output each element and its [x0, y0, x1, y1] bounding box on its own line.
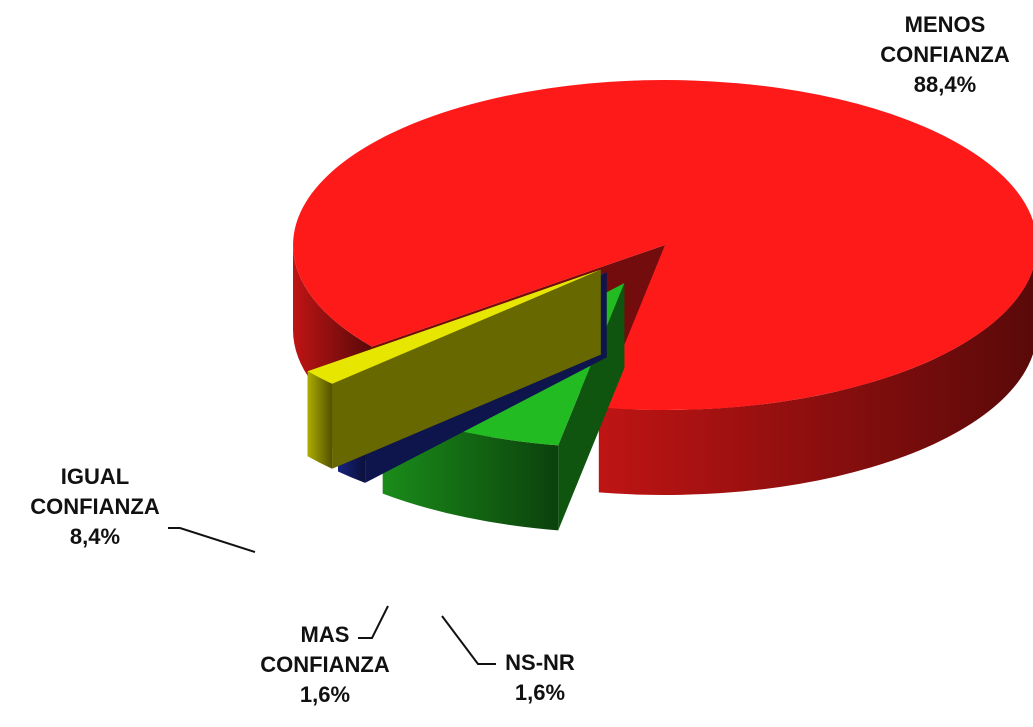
slices: [293, 80, 1033, 531]
leader-line: [358, 605, 389, 639]
slice-label: MAS CONFIANZA 1,6%: [235, 620, 415, 710]
value-label: 88,4%: [913, 72, 977, 97]
slice: [307, 269, 601, 384]
slice-label: IGUAL CONFIANZA 8,4%: [5, 462, 185, 552]
slice-label: MENOS CONFIANZA 88,4%: [855, 10, 1033, 100]
category-label: MENOS CONFIANZA: [880, 12, 1010, 67]
slice-side: [598, 268, 1033, 496]
leader-lines: [168, 527, 496, 665]
leader-line: [168, 527, 256, 553]
category-label: NS-NR: [505, 650, 575, 675]
slice: [293, 80, 1033, 411]
leader-line: [441, 615, 496, 665]
slice-label: NS-NR 1,6%: [450, 648, 630, 708]
value-label: 1,6%: [514, 680, 566, 705]
category-label: IGUAL CONFIANZA: [30, 464, 160, 519]
value-label: 1,6%: [299, 682, 351, 707]
slice-side: [307, 371, 333, 469]
category-label: MAS CONFIANZA: [260, 622, 390, 677]
value-label: 8,4%: [69, 524, 121, 549]
slice-side: [307, 269, 601, 457]
